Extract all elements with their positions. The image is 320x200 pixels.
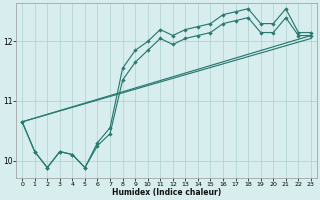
- X-axis label: Humidex (Indice chaleur): Humidex (Indice chaleur): [112, 188, 221, 197]
